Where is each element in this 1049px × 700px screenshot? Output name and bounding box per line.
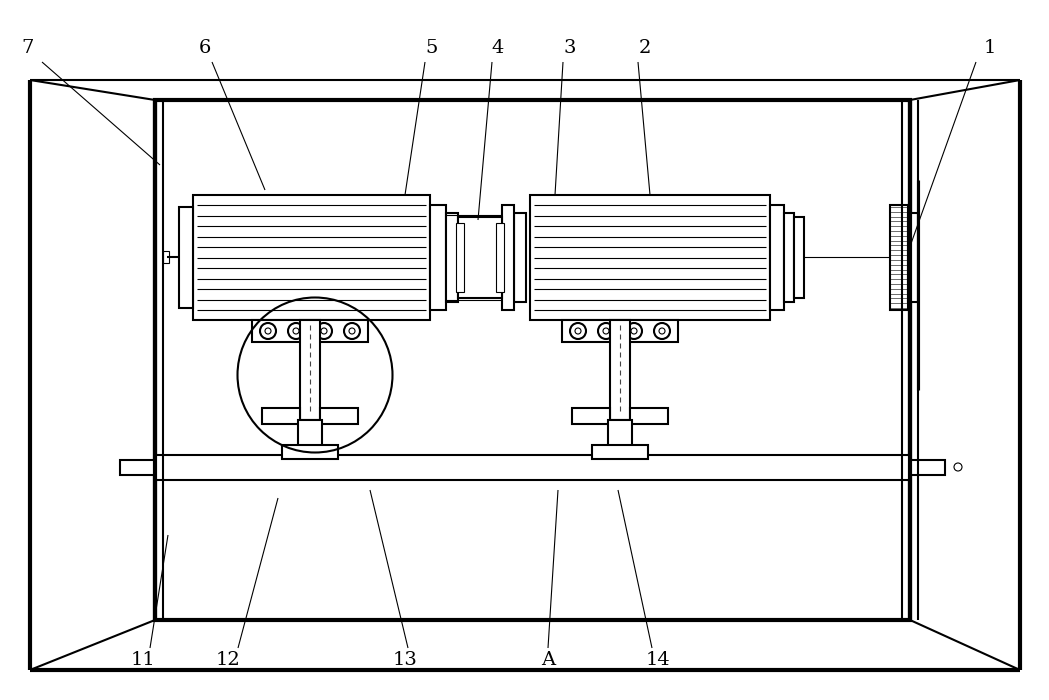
Bar: [120, 460, 155, 475]
Circle shape: [603, 328, 609, 334]
Bar: [320, 408, 358, 424]
Bar: [794, 217, 804, 298]
Bar: [300, 320, 320, 420]
Bar: [784, 213, 794, 302]
Bar: [252, 320, 368, 342]
Text: A: A: [541, 651, 555, 669]
Bar: [611, 320, 630, 420]
Bar: [496, 223, 504, 292]
Bar: [592, 445, 648, 459]
Bar: [572, 408, 611, 424]
Text: 2: 2: [639, 39, 651, 57]
Circle shape: [349, 328, 355, 334]
Text: 4: 4: [492, 39, 505, 57]
Text: 1: 1: [984, 39, 997, 57]
Bar: [193, 195, 430, 320]
Circle shape: [321, 328, 327, 334]
Text: 5: 5: [426, 39, 438, 57]
Bar: [155, 100, 909, 620]
Circle shape: [293, 328, 299, 334]
Text: 11: 11: [131, 651, 155, 669]
Bar: [514, 213, 526, 302]
Circle shape: [654, 323, 670, 339]
Bar: [770, 205, 784, 310]
Bar: [502, 205, 514, 310]
Circle shape: [316, 323, 331, 339]
Text: 13: 13: [392, 651, 418, 669]
Bar: [298, 420, 322, 450]
Bar: [530, 195, 770, 320]
Circle shape: [570, 323, 586, 339]
Bar: [179, 207, 193, 308]
Bar: [163, 251, 169, 263]
Bar: [282, 445, 338, 459]
Circle shape: [344, 323, 360, 339]
Text: 3: 3: [563, 39, 576, 57]
Circle shape: [265, 328, 271, 334]
Circle shape: [954, 463, 962, 471]
Bar: [630, 408, 668, 424]
Bar: [890, 205, 908, 310]
Bar: [562, 320, 678, 342]
Bar: [456, 223, 464, 292]
Circle shape: [659, 328, 665, 334]
Bar: [608, 420, 631, 450]
Text: 7: 7: [22, 39, 35, 57]
Circle shape: [575, 328, 581, 334]
Circle shape: [598, 323, 614, 339]
Bar: [908, 213, 918, 302]
Bar: [262, 408, 300, 424]
Bar: [909, 460, 945, 475]
Text: 14: 14: [645, 651, 670, 669]
Bar: [155, 455, 909, 480]
Text: 12: 12: [216, 651, 240, 669]
Circle shape: [631, 328, 637, 334]
Circle shape: [260, 323, 276, 339]
Bar: [446, 213, 458, 302]
Text: 6: 6: [199, 39, 211, 57]
Circle shape: [626, 323, 642, 339]
Bar: [430, 205, 446, 310]
Circle shape: [288, 323, 304, 339]
Bar: [458, 217, 502, 298]
